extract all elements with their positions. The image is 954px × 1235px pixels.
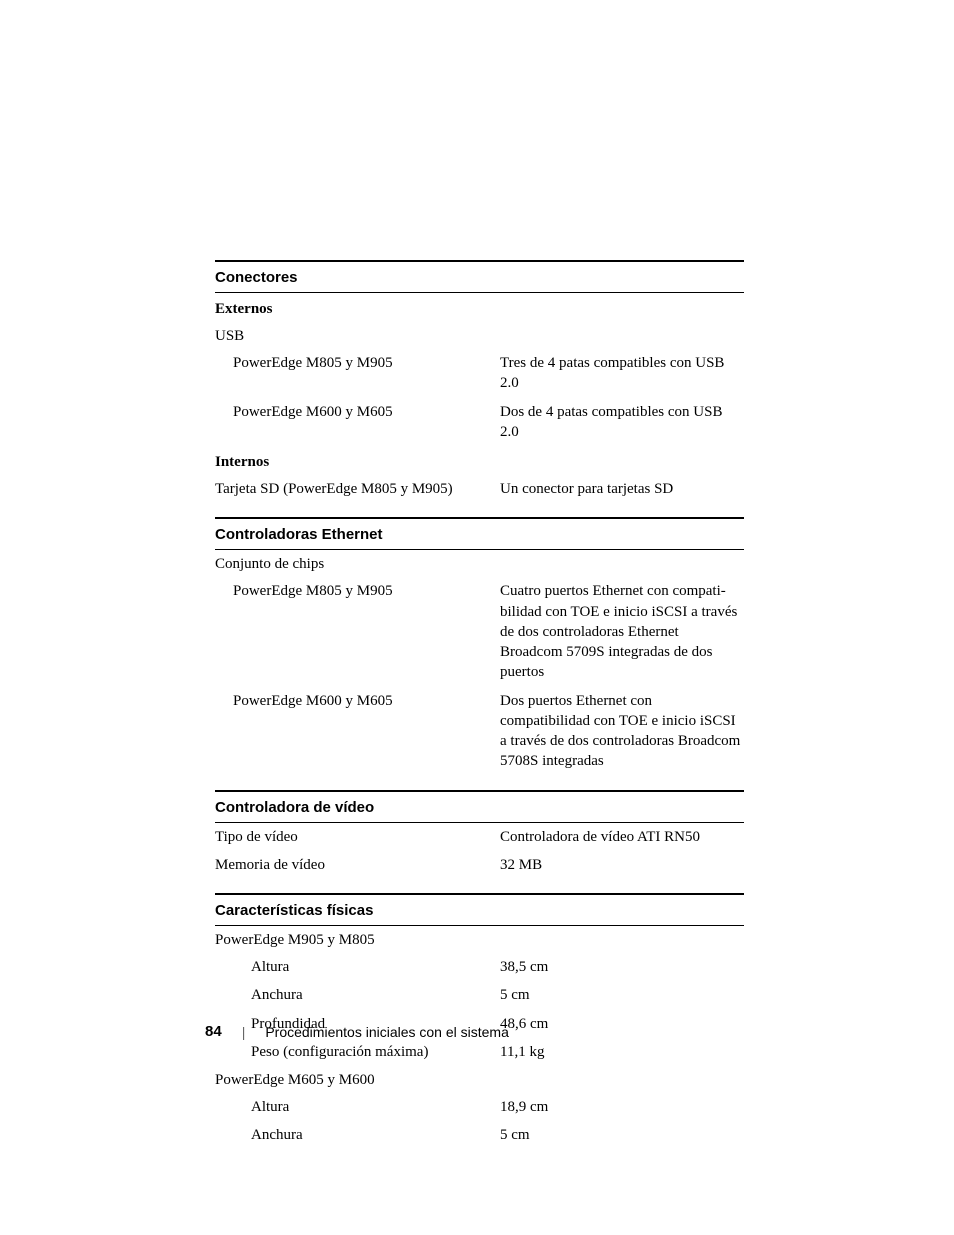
section-header-conectores: Conectores: [215, 260, 744, 293]
section-header-ethernet: Controladoras Ethernet: [215, 517, 744, 550]
page-footer: 84 | Procedimientos iniciales con el sis…: [205, 1023, 509, 1040]
table-row: PowerEdge M600 y M605 Dos de 4 patas com…: [215, 398, 744, 447]
document-page: Conectores Externos USB PowerEdge M805 y…: [0, 0, 954, 1235]
table-row: Altura 38,5 cm: [215, 953, 744, 981]
cell-left: PowerEdge M805 y M905: [215, 581, 500, 601]
table-row: Memoria de vídeo 32 MB: [215, 851, 744, 879]
cell-right: 11,1 kg: [500, 1042, 744, 1062]
cell-left: Memoria de vídeo: [215, 855, 500, 875]
table-row: Anchura 5 cm: [215, 1121, 744, 1149]
label-group1: PowerEdge M905 y M805: [215, 926, 744, 953]
label-chipset: Conjunto de chips: [215, 550, 744, 577]
cell-right: Cuatro puertos Ethernet con compati-bili…: [500, 581, 744, 682]
cell-right: Controladora de vídeo ATI RN50: [500, 827, 744, 847]
section-header-fisicas: Características físicas: [215, 893, 744, 926]
cell-left: Altura: [215, 1097, 500, 1117]
section-conectores: Conectores Externos USB PowerEdge M805 y…: [215, 260, 744, 503]
cell-right: 48,6 cm: [500, 1014, 744, 1034]
cell-left: Tarjeta SD (PowerEdge M805 y M905): [215, 479, 500, 499]
cell-right: Tres de 4 patas compatibles con USB 2.0: [500, 353, 744, 394]
cell-left: Altura: [215, 957, 500, 977]
cell-right: 5 cm: [500, 1125, 744, 1145]
section-header-video: Controladora de vídeo: [215, 790, 744, 823]
cell-right: Dos puertos Ethernet con compatibilidad …: [500, 691, 744, 772]
footer-separator: |: [242, 1024, 246, 1040]
table-row: PowerEdge M600 y M605 Dos puertos Ethern…: [215, 687, 744, 776]
table-row: Peso (configuración máxima) 11,1 kg: [215, 1038, 744, 1066]
label-internos: Internos: [215, 446, 744, 475]
table-row: Anchura 5 cm: [215, 981, 744, 1009]
table-row: Tipo de vídeo Controladora de vídeo ATI …: [215, 823, 744, 851]
cell-right: 38,5 cm: [500, 957, 744, 977]
section-video: Controladora de vídeo Tipo de vídeo Cont…: [215, 790, 744, 880]
cell-left: PowerEdge M805 y M905: [215, 353, 500, 373]
section-ethernet: Controladoras Ethernet Conjunto de chips…: [215, 517, 744, 775]
cell-left: Peso (configuración máxima): [215, 1042, 500, 1062]
label-group2: PowerEdge M605 y M600: [215, 1066, 744, 1093]
cell-right: 18,9 cm: [500, 1097, 744, 1117]
cell-right: 32 MB: [500, 855, 744, 875]
cell-left: Anchura: [215, 985, 500, 1005]
label-externos: Externos: [215, 293, 744, 322]
cell-right: Dos de 4 patas compatibles con USB 2.0: [500, 402, 744, 443]
cell-left: PowerEdge M600 y M605: [215, 402, 500, 422]
table-row: PowerEdge M805 y M905 Tres de 4 patas co…: [215, 349, 744, 398]
cell-right: Un conector para tarjetas SD: [500, 479, 744, 499]
cell-left: Anchura: [215, 1125, 500, 1145]
footer-title: Procedimientos iniciales con el sistema: [265, 1024, 509, 1040]
table-row: PowerEdge M805 y M905 Cuatro puertos Eth…: [215, 577, 744, 686]
page-number: 84: [205, 1023, 222, 1040]
cell-left: Tipo de vídeo: [215, 827, 500, 847]
section-fisicas: Características físicas PowerEdge M905 y…: [215, 893, 744, 1150]
table-row: Tarjeta SD (PowerEdge M805 y M905) Un co…: [215, 475, 744, 503]
label-usb: USB: [215, 322, 744, 349]
cell-right: 5 cm: [500, 985, 744, 1005]
cell-left: PowerEdge M600 y M605: [215, 691, 500, 711]
table-row: Altura 18,9 cm: [215, 1093, 744, 1121]
